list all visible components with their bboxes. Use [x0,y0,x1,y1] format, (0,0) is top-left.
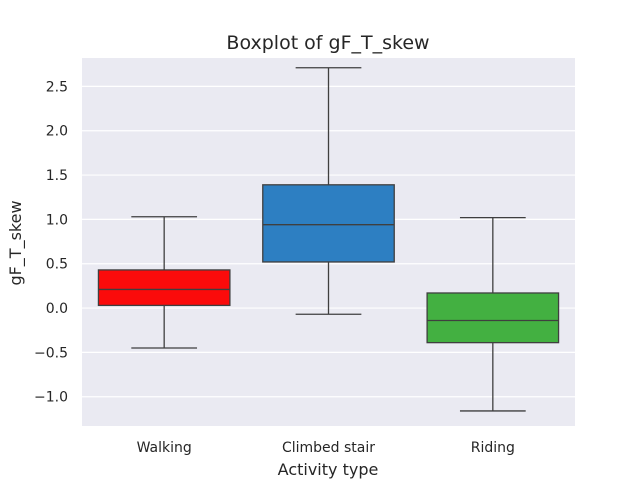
y-tick-label: 2.0 [46,124,68,140]
iqr-box [97,269,231,307]
x-axis-label: Activity type [278,460,379,479]
y-axis-label: gF_T_skew [6,200,26,285]
y-tick-label: 0.5 [46,257,68,273]
x-tick-labels: Walking Climbed stair Riding [137,440,515,456]
y-tick-label: 1.5 [46,168,68,184]
x-tick-label: Walking [137,440,192,456]
iqr-box [426,292,560,344]
x-tick-label: Climbed stair [282,440,375,456]
y-tick-labels: −1.0 −0.5 0.0 0.5 1.0 1.5 2.0 2.5 [34,79,68,405]
box-climbed-stair [262,67,395,315]
chart-title: Boxplot of gF_T_skew [226,32,429,54]
box-walking [97,216,231,349]
iqr-box [262,184,395,263]
box-riding [426,216,560,412]
x-tick-label: Riding [471,440,515,456]
y-tick-label: 2.5 [46,79,68,95]
y-tick-label: 1.0 [46,212,68,228]
boxes [97,67,560,412]
y-tick-label: −1.0 [34,390,68,406]
y-tick-label: −0.5 [34,345,68,361]
y-tick-label: 0.0 [46,301,68,317]
